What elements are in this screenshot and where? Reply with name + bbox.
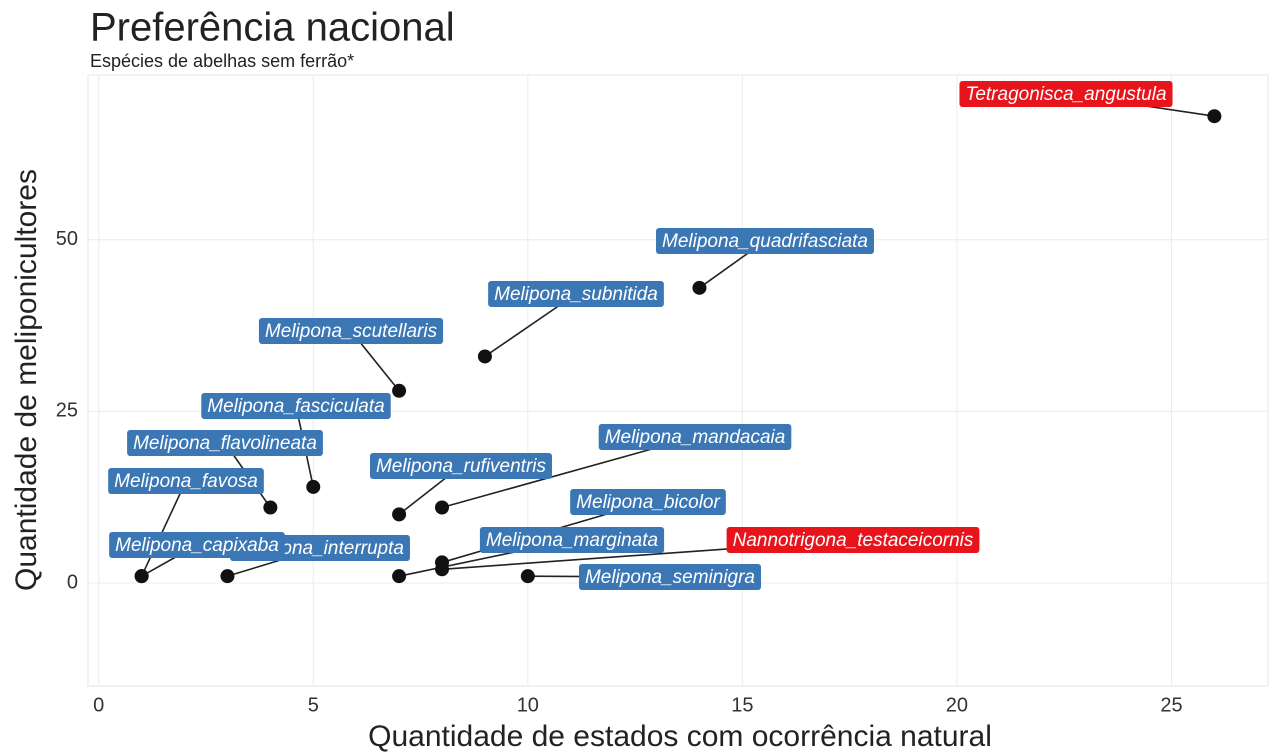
chart-title: Preferência nacional: [90, 6, 455, 50]
label-text: Melipona_subnitida: [494, 284, 658, 305]
point: [435, 562, 449, 577]
label-text: Melipona_bicolor: [576, 492, 720, 513]
point-label: Melipona_bicolor: [570, 489, 726, 515]
point-label: Melipona_flavolineata: [127, 430, 323, 456]
plot-panel: [87, 74, 1269, 687]
x-tick-label: 15: [731, 694, 753, 716]
point-label: Melipona_capixaba: [109, 532, 285, 558]
point-label: Melipona_favosa: [108, 468, 264, 494]
point-label: Melipona_seminigra: [578, 564, 762, 590]
label-box: [201, 393, 391, 419]
point-label: Melipona_rufiventris: [369, 453, 553, 479]
x-tick-label: 10: [517, 694, 539, 716]
point-label: Melipona_subnitida: [488, 281, 664, 307]
point: [477, 349, 492, 364]
label-box: [108, 468, 264, 494]
label-box: [726, 527, 980, 553]
point-label: Melipona_marginata: [479, 527, 665, 553]
label-box: [369, 453, 553, 479]
label-box: [959, 81, 1173, 107]
label-box: [258, 318, 444, 344]
label-box: [656, 228, 874, 254]
point: [692, 280, 707, 295]
point: [1207, 109, 1222, 124]
point-label: Nannotrigona_testaceicornis: [726, 527, 980, 553]
point: [520, 569, 535, 584]
label-text: Melipona_quadrifasciata: [662, 231, 868, 252]
point: [392, 569, 407, 584]
point: [392, 507, 407, 522]
label-text: Tetragonisca_angustula: [965, 84, 1166, 105]
label-box: [598, 424, 792, 450]
point: [134, 569, 149, 584]
point: [392, 383, 407, 398]
label-box: [109, 532, 285, 558]
label-text: Melipona_capixaba: [115, 535, 279, 556]
label-box: [488, 281, 664, 307]
label-text: Melipona_scutellaris: [265, 321, 438, 342]
point-label: Melipona_mandacaia: [598, 424, 792, 450]
label-text: Melipona_seminigra: [585, 567, 755, 588]
point: [435, 500, 449, 515]
label-text: Melipona_marginata: [486, 530, 658, 551]
label-connector: [140, 480, 187, 577]
chart-subtitle: Espécies de abelhas sem ferrão*: [90, 51, 354, 71]
label-box: [570, 489, 726, 515]
label-box: [127, 430, 323, 456]
x-tick-label: 0: [93, 694, 104, 716]
point-label: Melipona_fasciculata: [201, 393, 391, 419]
point-label: Melipona_quadrifasciata: [656, 228, 874, 254]
label-text: Nannotrigona_testaceicornis: [733, 530, 974, 551]
y-tick-label: 0: [67, 571, 78, 593]
label-text: Melipona_flavolineata: [133, 433, 317, 454]
y-tick-label: 50: [56, 228, 78, 250]
y-tick-label: 25: [56, 400, 78, 422]
label-text: Melipona_mandacaia: [605, 427, 786, 448]
label-text: Melipona_fasciculata: [207, 396, 384, 417]
x-tick-label: 20: [946, 694, 968, 716]
x-tick-label: 5: [308, 694, 319, 716]
x-axis-title: Quantidade de estados com ocorrência nat…: [368, 720, 992, 753]
label-text: Melipona_favosa: [114, 471, 258, 492]
point: [220, 569, 235, 584]
point: [263, 500, 278, 515]
point-label: Melipona_scutellaris: [258, 318, 444, 344]
label-box: [479, 527, 665, 553]
y-axis-title: Quantidade de meliponicultores: [10, 169, 43, 591]
x-tick-label: 25: [1160, 694, 1182, 716]
point: [306, 479, 321, 494]
point-label: Tetragonisca_angustula: [959, 81, 1173, 107]
label-box: [578, 564, 762, 590]
label-text: Melipona_rufiventris: [376, 456, 547, 477]
